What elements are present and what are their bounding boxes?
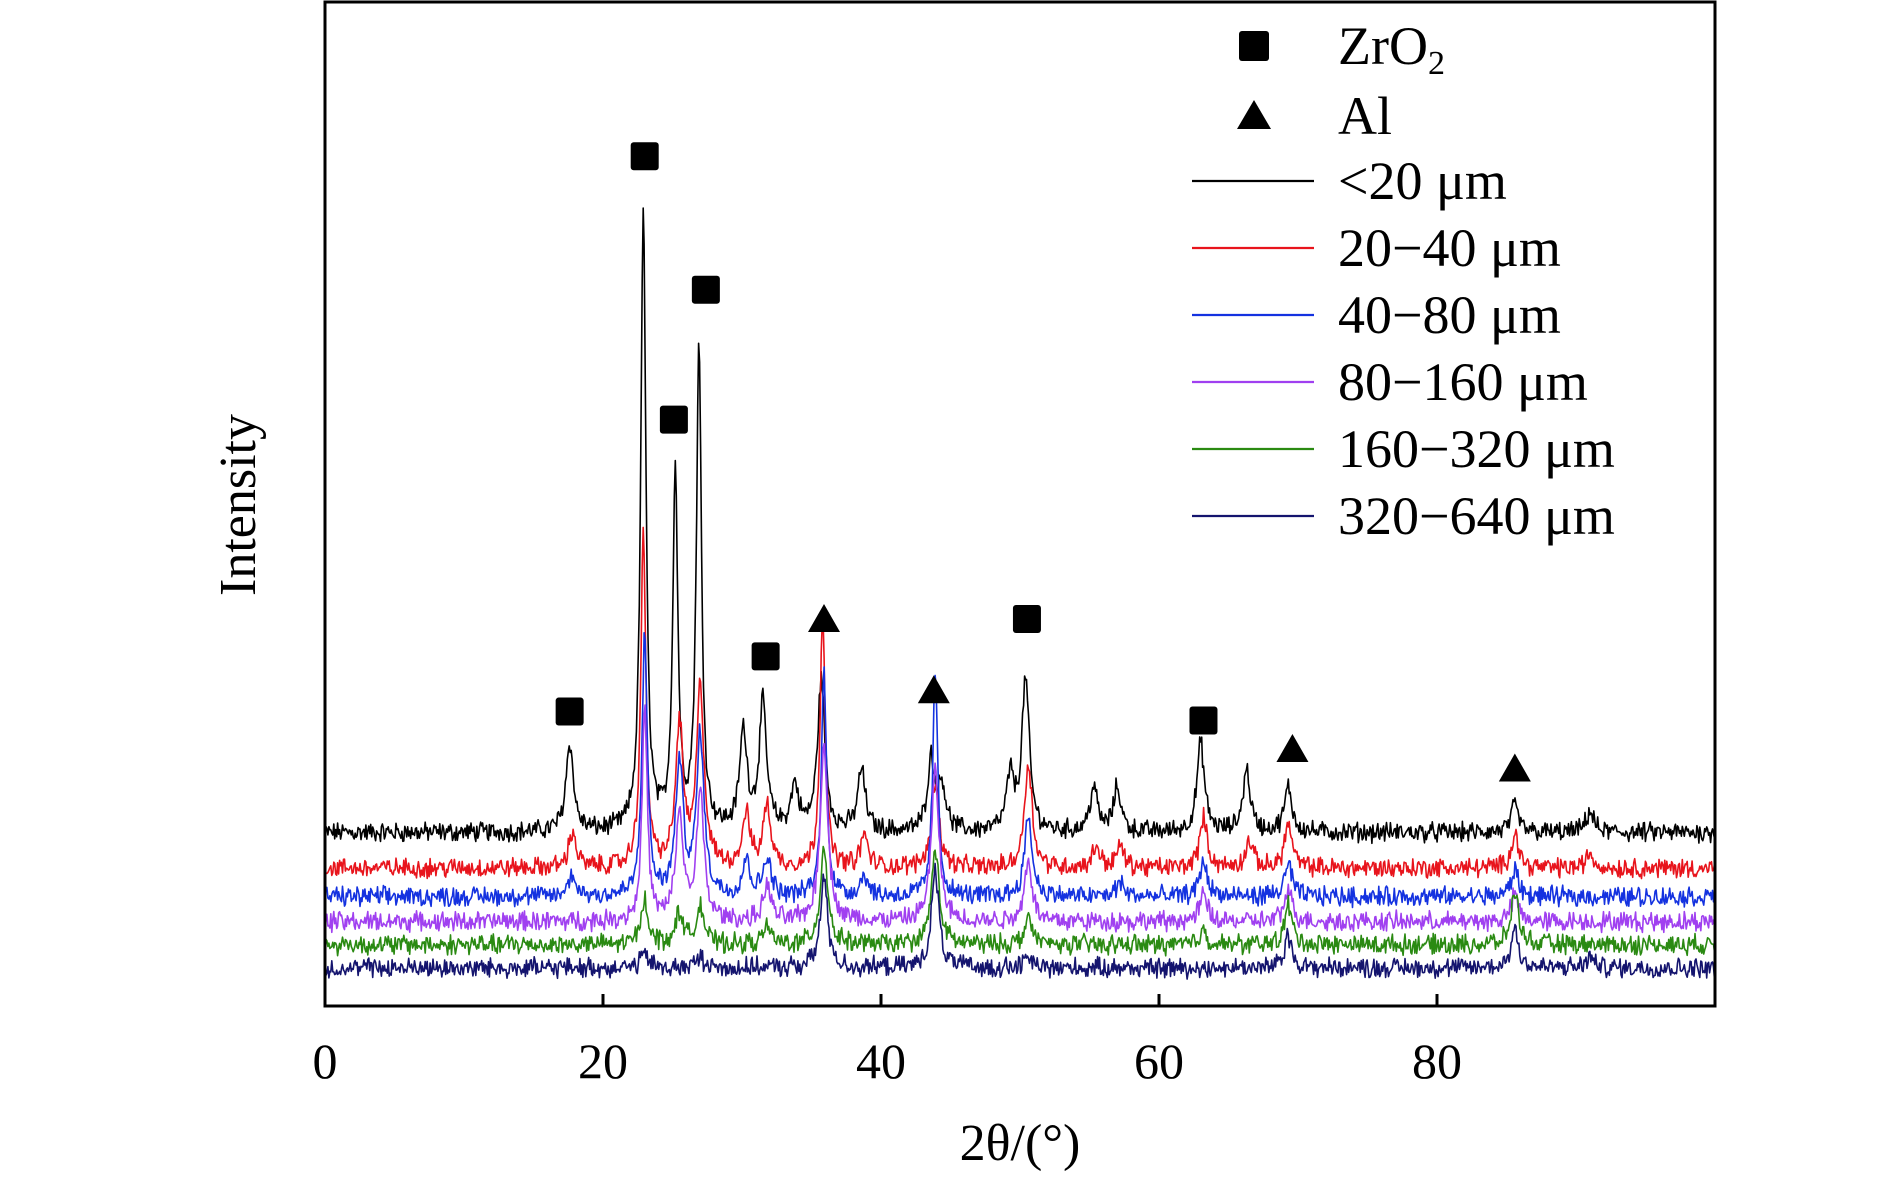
series-line-1 [324, 526, 1716, 880]
x-tick-label-4: 80 [1412, 1033, 1462, 1089]
series-line-0 [324, 207, 1716, 845]
series-line-5 [324, 862, 1716, 980]
al-peak-marker-5 [808, 604, 841, 632]
series-line-3 [324, 704, 1716, 934]
zro2-peak-marker-8 [1189, 706, 1218, 735]
x-axis-title: 2θ/(°) [960, 1115, 1081, 1172]
legend-triangle-icon [1237, 100, 1271, 129]
zro2-peak-marker-1 [630, 142, 659, 171]
x-tick-label-3: 60 [1134, 1033, 1184, 1089]
x-tick-label-0: 0 [313, 1033, 338, 1089]
x-tick-label-1: 20 [578, 1033, 628, 1089]
al-peak-marker-10 [1498, 753, 1531, 782]
zro2-peak-marker-4 [751, 642, 780, 671]
zro2-peak-marker-3 [691, 275, 720, 304]
legend-square-icon [1239, 31, 1269, 61]
legend-label-al: Al [1338, 86, 1392, 146]
x-tick-label-2: 40 [856, 1033, 906, 1089]
legend-label-zro2: ZrO2 [1338, 16, 1445, 82]
x-axis: 0 20 40 60 80 [313, 994, 1462, 1089]
al-peak-marker-6 [917, 675, 950, 704]
legend-label-1: 20−40 μm [1338, 218, 1561, 278]
plot-frame [323, 0, 1717, 1008]
series-layer [324, 207, 1716, 980]
legend-label-2: 40−80 μm [1338, 285, 1561, 345]
y-axis-title: Intensity [210, 414, 267, 596]
al-peak-marker-9 [1276, 733, 1309, 762]
legend-label-4: 160−320 μm [1338, 419, 1615, 479]
legend-label-5: 320−640 μm [1338, 486, 1615, 546]
zro2-peak-marker-0 [555, 697, 584, 726]
peak-marker-layer [555, 142, 1531, 782]
zro2-peak-marker-7 [1012, 605, 1041, 633]
legend-label-0: <20 μm [1338, 151, 1507, 211]
legend-label-3: 80−160 μm [1338, 352, 1588, 412]
series-line-2 [324, 632, 1716, 909]
zro2-peak-marker-2 [659, 405, 688, 434]
series-line-4 [324, 845, 1716, 957]
